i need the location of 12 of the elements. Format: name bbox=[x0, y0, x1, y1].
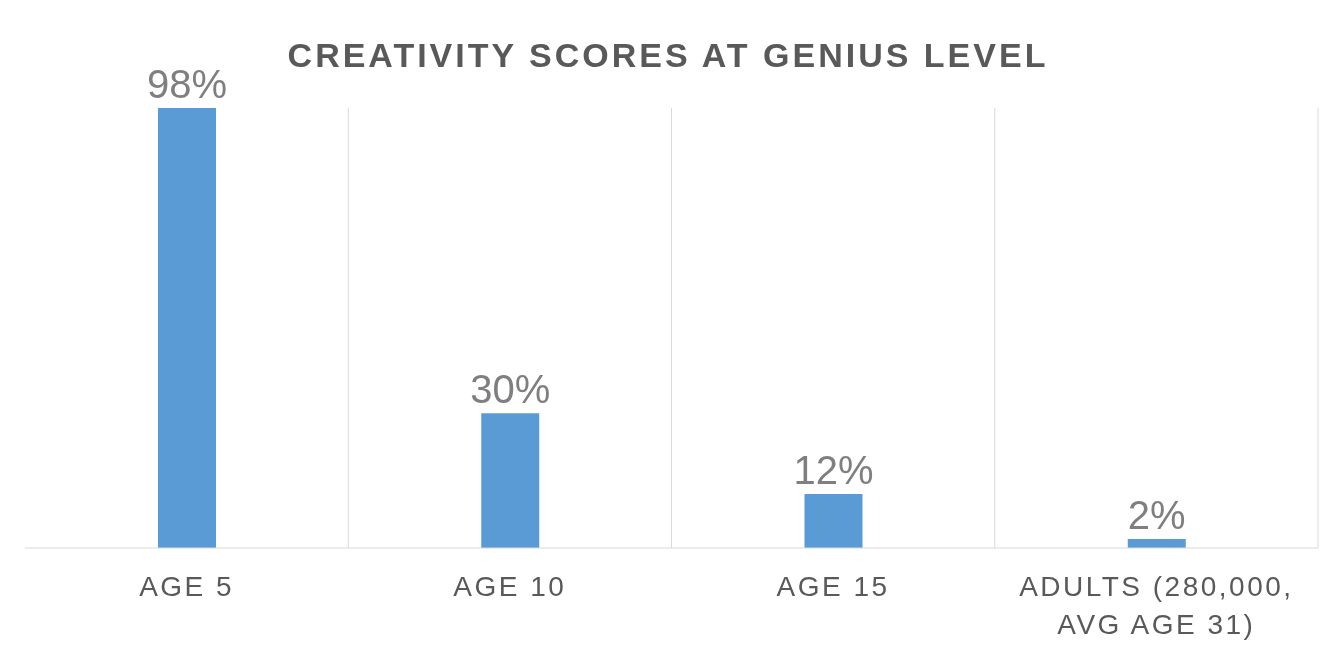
x-tick-label: AGE 5 bbox=[139, 571, 235, 602]
data-label: 98% bbox=[146, 62, 228, 106]
data-label: 30% bbox=[470, 367, 551, 412]
bar bbox=[158, 108, 216, 548]
chart-title: CREATIVITY SCORES AT GENIUS LEVEL bbox=[287, 36, 1049, 74]
data-label: 12% bbox=[793, 448, 874, 493]
bar bbox=[804, 494, 863, 548]
x-tick-label: AGE 15 bbox=[776, 571, 890, 602]
data-label: 2% bbox=[1127, 493, 1186, 538]
bar bbox=[481, 413, 540, 548]
x-tick-label: AGE 10 bbox=[453, 571, 567, 602]
x-tick-label: ADULTS (280,000, AVG AGE 31) bbox=[1019, 571, 1294, 640]
